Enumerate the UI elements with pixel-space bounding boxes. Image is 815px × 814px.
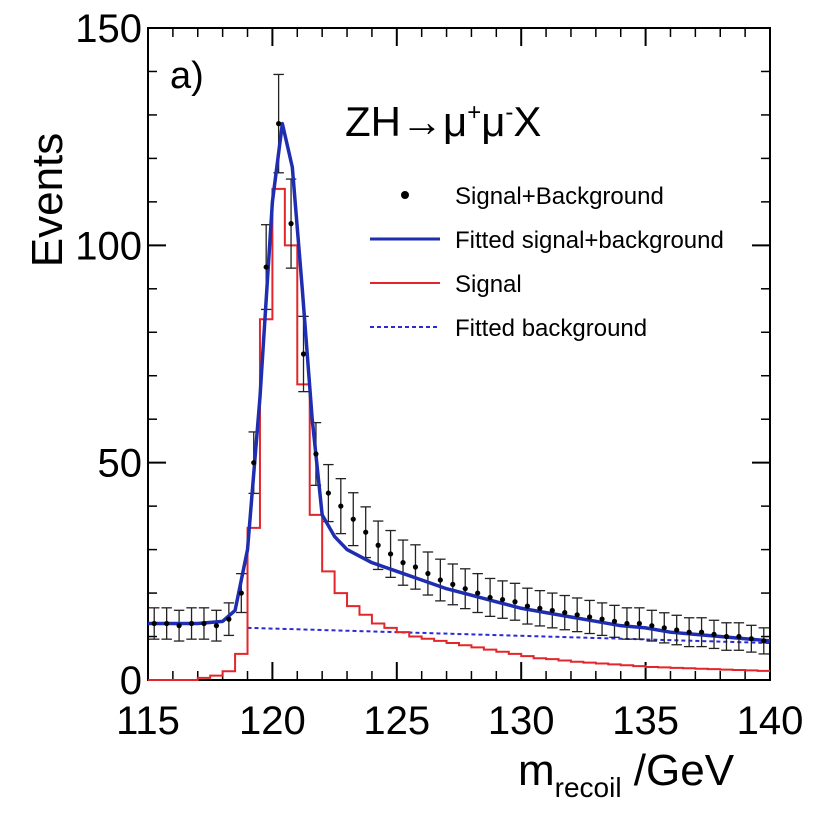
data-point [450,581,456,587]
title-sup1: + [467,99,481,126]
data-point [276,121,282,127]
data-point [201,620,207,627]
data-point [151,620,157,627]
title-mid: μ [481,98,505,145]
data-point [288,221,294,227]
data-point [263,264,269,270]
data-point [226,616,232,622]
data-point [300,351,307,357]
data-point [437,577,443,583]
data-point [213,623,220,629]
data-point [251,460,257,466]
legend-marker-points [401,191,409,199]
y-tick-label: 100 [75,224,142,268]
legend: Signal+Background Fitted signal+backgrou… [370,183,724,342]
data-point [698,629,705,635]
legend-entry-signal: Signal [370,271,522,298]
data-point [549,607,555,614]
x-tick-label: 125 [363,699,430,743]
x-axis-title-main: m [518,746,555,795]
series-fitted-background [247,626,771,645]
legend-label: Fitted background [455,315,647,342]
data-point [375,542,381,548]
data-point [661,625,667,631]
x-tick-label: 140 [737,699,804,743]
x-axis-title: mrecoil /GeV [518,746,735,803]
data-point [748,636,754,642]
data-point [562,610,568,616]
data-point [512,599,518,605]
x-tick-label: 135 [612,699,679,743]
legend-entry-signal-plus-background: Signal+Background [401,183,664,210]
data-point [350,516,356,522]
data-point [238,590,244,596]
data-point [624,620,630,627]
plot-area-frame [147,27,771,681]
data-point [537,605,543,611]
x-tick-label: 130 [488,699,555,743]
data-point [611,618,618,624]
data-point [711,631,717,637]
data-point [338,503,344,509]
data-point [313,451,319,457]
title-tail: X [513,98,541,145]
title-base: ZH→μ [345,98,467,145]
series-signal-plus-background-points [151,121,767,644]
data-point [176,623,182,629]
legend-label: Fitted signal+background [455,227,724,254]
x-tick-label: 115 [116,699,180,743]
y-axis-title: Events [23,133,72,268]
data-point [524,603,531,609]
data-point [649,623,655,629]
axis-ticks [147,27,771,681]
data-point [412,564,419,570]
y-tick-label: 0 [120,659,142,703]
legend-entry-fitted-signal-plus-background: Fitted signal+background [370,227,724,254]
data-point [363,529,369,535]
axis-tick-labels: 115 120 125 130 135 140 0 50 100 150 [75,7,803,743]
series-fitted-signal-plus-background [148,121,771,643]
fitted-signal-background-line [148,121,771,643]
panel-label: a) [170,55,204,97]
data-point [736,633,742,640]
data-point [487,594,493,601]
data-point [723,633,730,640]
data-point [599,616,605,622]
data-point [325,490,331,496]
data-point [587,614,593,620]
legend-entry-fitted-background: Fitted background [370,315,647,342]
data-point [164,620,170,627]
data-point [425,570,431,577]
x-axis-title-sub: recoil [555,772,622,803]
x-tick-label: 120 [239,699,306,743]
legend-label: Signal+Background [455,183,664,210]
data-point [475,590,481,596]
data-point [387,551,394,557]
fitted-background-line [247,626,771,645]
data-point [761,638,767,644]
legend-label: Signal [455,271,522,298]
data-point [400,560,406,566]
data-point [499,596,506,603]
y-tick-label: 150 [75,7,142,51]
y-tick-label: 50 [98,442,143,486]
data-point [674,627,680,633]
title-sup2: - [505,99,513,126]
data-point [574,612,580,618]
signal-step-line [148,187,770,681]
data-point [462,586,468,592]
data-point [188,620,195,627]
series-signal [148,187,770,681]
data-point [636,620,642,627]
chart-title: ZH→μ+μ-X [345,98,541,145]
data-point [686,629,692,635]
x-axis-title-unit: /GeV [622,746,735,795]
